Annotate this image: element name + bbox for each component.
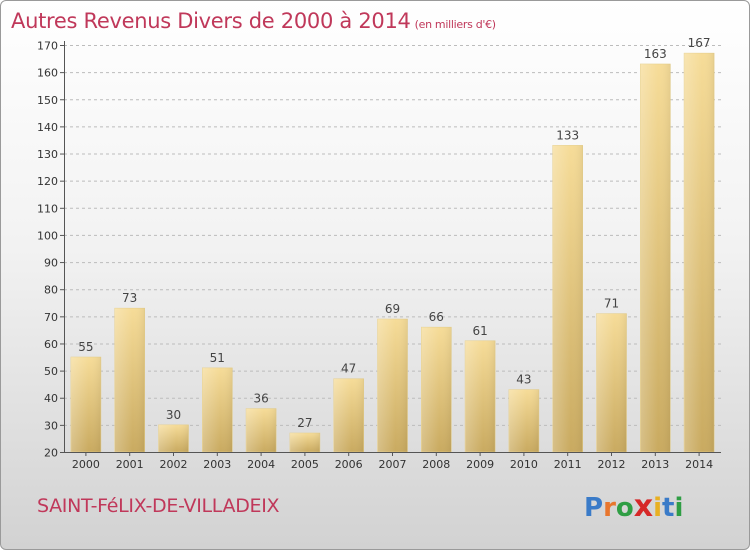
commune-name: SAINT-FéLIX-DE-VILLADEIX xyxy=(37,495,280,517)
y-tick-label: 120 xyxy=(37,175,58,188)
bar-shine xyxy=(333,378,364,452)
x-tick-label: 2005 xyxy=(291,458,319,471)
bar-shine xyxy=(421,327,452,452)
bar-shine xyxy=(596,313,627,452)
logo-letter: r xyxy=(603,493,616,523)
y-tick-label: 70 xyxy=(44,311,58,324)
bar-shine xyxy=(684,53,715,452)
x-tick-label: 2006 xyxy=(335,458,363,471)
bar-shine xyxy=(552,145,583,453)
x-tick-label: 2007 xyxy=(379,458,407,471)
data-label: 27 xyxy=(297,416,312,430)
data-labels: 55 73 30 51 36 27 47 69 66 61 43 133 71 163 167 xyxy=(78,36,710,430)
logo-letter: o xyxy=(615,493,634,523)
data-label: 51 xyxy=(210,351,225,365)
x-tick-label: 2011 xyxy=(554,458,582,471)
y-tick-label: 90 xyxy=(44,257,58,270)
x-tick-label: 2001 xyxy=(116,458,144,471)
bar-shine xyxy=(640,63,671,452)
bar-shine xyxy=(158,424,189,452)
x-axis-ticks: 2000 2001 2002 2003 2004 2005 2006 2007 2008 2009… xyxy=(72,452,713,471)
bar-shine xyxy=(202,367,233,452)
logo-letter: x xyxy=(633,489,654,524)
chart-title-text: Autres Revenus Divers de 2000 à 2014 xyxy=(11,9,411,33)
bars xyxy=(70,52,715,453)
logo-letter: i xyxy=(653,493,663,523)
y-tick-label: 100 xyxy=(37,229,58,242)
chart-unit-label: (en milliers d'€) xyxy=(414,18,496,31)
y-tick-label: 40 xyxy=(44,392,58,405)
y-tick-label: 20 xyxy=(44,447,58,460)
y-tick-label: 140 xyxy=(37,121,58,134)
y-tick-label: 30 xyxy=(44,419,58,432)
logo-letter: t xyxy=(662,493,675,523)
data-label: 47 xyxy=(341,362,356,376)
bar-shine xyxy=(246,408,277,452)
data-label: 55 xyxy=(78,340,93,354)
data-label: 71 xyxy=(604,297,619,311)
proxiti-logo: Proxiti xyxy=(584,489,683,524)
x-tick-label: 2009 xyxy=(466,458,494,471)
y-tick-label: 170 xyxy=(37,40,58,53)
bar-shine xyxy=(289,433,320,452)
y-tick-label: 160 xyxy=(37,67,58,80)
y-tick-label: 130 xyxy=(37,148,58,161)
data-label: 167 xyxy=(688,36,711,50)
bar-shine xyxy=(465,340,496,452)
logo-letter: i xyxy=(674,493,684,523)
x-tick-label: 2013 xyxy=(641,458,669,471)
y-tick-label: 60 xyxy=(44,338,58,351)
data-label: 73 xyxy=(122,291,137,305)
x-tick-label: 2004 xyxy=(247,458,275,471)
axes xyxy=(64,41,721,453)
x-tick-label: 2000 xyxy=(72,458,100,471)
data-label: 163 xyxy=(644,47,667,61)
x-tick-label: 2014 xyxy=(685,458,713,471)
bar-shine xyxy=(114,308,145,452)
x-tick-label: 2010 xyxy=(510,458,538,471)
data-label: 30 xyxy=(166,408,181,422)
y-axis-ticks: 20 30 40 50 60 70 80 90 100 110 120 130 140 150 160 170 xyxy=(37,40,64,460)
bar-shine xyxy=(70,357,101,452)
x-tick-label: 2002 xyxy=(160,458,188,471)
x-tick-label: 2008 xyxy=(422,458,450,471)
bar-shine xyxy=(377,319,408,452)
data-label: 133 xyxy=(556,128,579,142)
data-label: 61 xyxy=(472,324,487,338)
y-tick-label: 110 xyxy=(37,202,58,215)
logo-letter: P xyxy=(584,493,604,523)
y-tick-label: 80 xyxy=(44,284,58,297)
x-tick-label: 2012 xyxy=(598,458,626,471)
data-label: 69 xyxy=(385,302,400,316)
y-tick-label: 50 xyxy=(44,365,58,378)
chart-title: Autres Revenus Divers de 2000 à 2014 (en … xyxy=(11,9,496,33)
data-label: 36 xyxy=(253,392,268,406)
x-tick-label: 2003 xyxy=(203,458,231,471)
bar-shine xyxy=(508,389,539,452)
data-label: 66 xyxy=(429,310,444,324)
data-label: 43 xyxy=(516,373,531,387)
y-tick-label: 150 xyxy=(37,94,58,107)
